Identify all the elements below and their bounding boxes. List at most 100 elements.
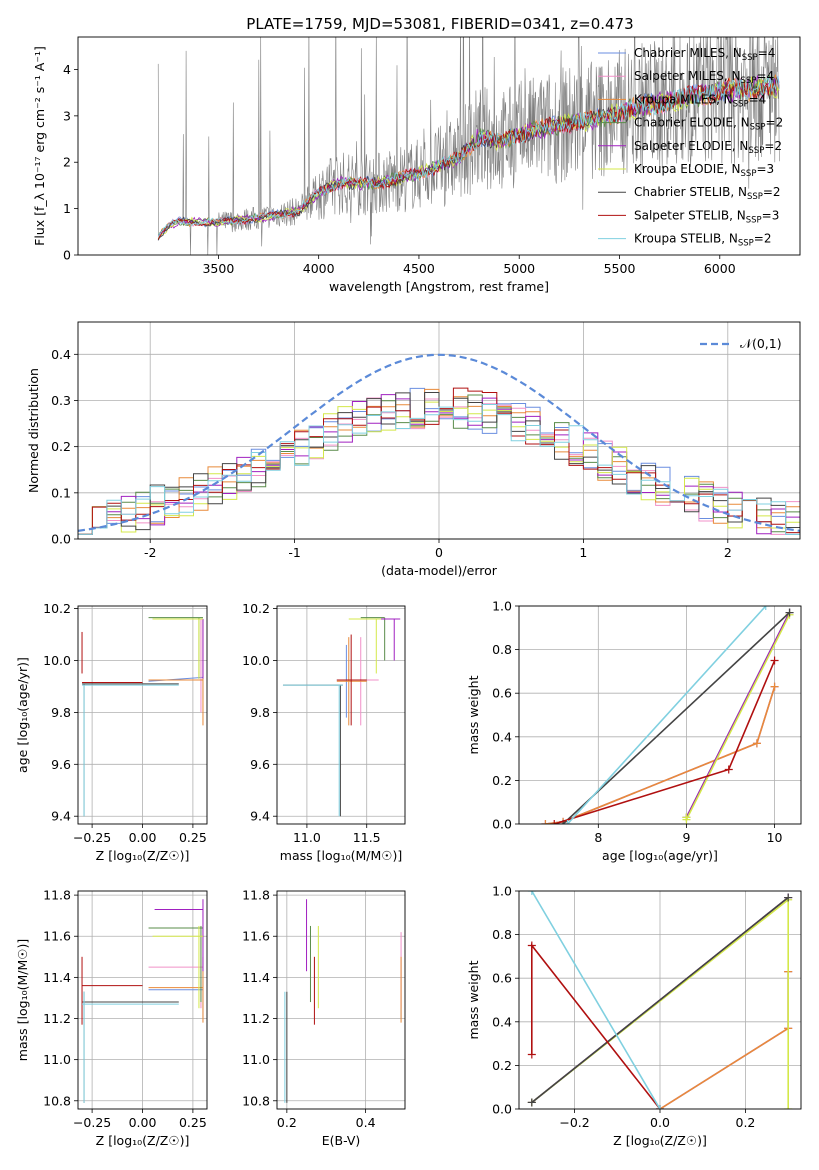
weight-point-marker <box>541 820 550 824</box>
x-tick-label: 1 <box>579 545 587 560</box>
x-tick-label: 2 <box>724 545 732 560</box>
weight-series-line <box>685 612 791 818</box>
spectrum-model-line <box>157 76 780 238</box>
x-tick-label: 4000 <box>303 261 335 276</box>
y-tick-label: 11.0 <box>242 1052 270 1067</box>
weight-point-marker <box>724 765 733 774</box>
x-tick-label: 0 <box>435 545 443 560</box>
y-tick-label: 1.0 <box>492 599 512 614</box>
axes-frame <box>276 890 406 1110</box>
weight-point-marker <box>527 941 536 950</box>
y-tick-label: 9.4 <box>250 809 270 824</box>
weight-series-line <box>545 686 776 824</box>
y-tick-label: 0.2 <box>492 1058 512 1073</box>
legend-label: 𝒩(0,1) <box>740 336 782 351</box>
weight-point-marker <box>770 682 779 691</box>
weight-series-line <box>545 686 776 824</box>
y-tick-label: 0.4 <box>492 729 512 744</box>
y-axis-label: Normed distribution <box>26 368 41 493</box>
y-tick-label: 0.8 <box>492 927 512 942</box>
y-tick-label: 10.8 <box>43 1093 71 1108</box>
x-tick-label: −0.25 <box>73 830 111 845</box>
x-tick-label: 4500 <box>403 261 435 276</box>
y-axis-label: mass weight <box>466 675 481 754</box>
axes-frame <box>518 890 802 1110</box>
y-tick-label: 3 <box>63 108 71 123</box>
y-tick-label: 1.0 <box>492 884 512 899</box>
x-axis-label: wavelength [Angstrom, rest frame] <box>329 279 549 294</box>
y-tick-label: 0.0 <box>492 817 512 832</box>
weight-point-marker <box>784 1105 793 1109</box>
x-tick-label: 0.00 <box>129 1115 157 1130</box>
panel-weight_vs_age: 8 9 10 0.0 0.2 0.4 0.6 0.8 1.0 age [log₁₀(age/yr)… <box>466 599 802 863</box>
axes-frame <box>77 36 801 256</box>
axes-frame <box>518 605 802 825</box>
y-tick-label: 10.2 <box>242 601 270 616</box>
y-tick-label: 0.2 <box>51 439 71 454</box>
plot-area <box>81 617 204 817</box>
y-tick-label: 10.0 <box>43 653 71 668</box>
x-tick-label: 11.0 <box>293 830 321 845</box>
spectrum-model-line <box>157 75 780 237</box>
y-tick-label: 9.4 <box>51 809 71 824</box>
x-tick-label: 8 <box>594 830 602 845</box>
weight-series-line <box>659 971 789 1109</box>
weight-series-line <box>562 611 791 824</box>
histogram-line <box>78 404 800 535</box>
panel-mass_vs_ebv: 0.2 0.4 10.8 11.0 11.2 11.4 11.6 11.8 E(B-V) <box>242 888 406 1148</box>
y-tick-label: 0.2 <box>492 773 512 788</box>
legend-label: Salpeter MILES, NSSP=4 <box>634 69 774 86</box>
legend-label: Chabrier MILES, NSSP=4 <box>634 46 775 63</box>
x-tick-label: 9 <box>682 830 690 845</box>
plot-area <box>81 899 204 1103</box>
spectrum-data-line <box>157 37 780 255</box>
x-tick-label: 5500 <box>604 261 636 276</box>
weight-series-line <box>685 614 791 820</box>
x-tick-label: 0.2 <box>736 1115 756 1130</box>
x-tick-label: −0.2 <box>559 1115 589 1130</box>
x-tick-label: −0.25 <box>73 1115 111 1130</box>
axes-frame <box>77 890 208 1110</box>
y-tick-label: 0.0 <box>492 1102 512 1117</box>
plot-area <box>527 891 793 1109</box>
y-tick-label: 11.4 <box>242 970 270 985</box>
y-tick-label: 11.4 <box>43 970 71 985</box>
panel-weight_vs_z: −0.2 0.0 0.2 0.0 0.2 0.4 0.6 0.8 1.0 Z [log₁₀(Z/Z… <box>466 884 802 1148</box>
weight-point-marker <box>761 606 770 610</box>
y-axis-label: age [log₁₀(age/yr)] <box>15 657 30 773</box>
y-axis-label: mass [log₁₀(M/M☉)] <box>15 939 30 1061</box>
weight-series-line <box>531 943 661 1109</box>
y-tick-label: 0.1 <box>51 485 71 500</box>
plot-area <box>284 899 402 1103</box>
weight-series-line <box>531 891 661 1109</box>
weight-point-marker <box>656 1105 664 1109</box>
errorbar-horizontal <box>148 676 204 682</box>
weight-point-marker <box>527 1098 536 1107</box>
y-tick-label: 11.8 <box>43 888 71 903</box>
panel-residuals: -2 -1 0 1 2 0.0 0.1 0.2 0.3 0.4 (data-model)/error… <box>26 321 801 578</box>
y-tick-label: 0 <box>63 248 71 263</box>
plot-area <box>282 617 401 817</box>
x-axis-label: (data-model)/error <box>381 563 498 578</box>
panel-mass_vs_z: −0.25 0.00 0.25 10.8 11.0 11.2 11.4 11.6 11.8 Z [… <box>15 888 208 1148</box>
weight-point-marker <box>682 815 691 824</box>
panel-age_vs_mass: 11.0 11.5 9.4 9.6 9.8 10.0 10.2 mass [log₁₀(M/M… <box>242 601 406 863</box>
y-tick-label: 10.8 <box>242 1093 270 1108</box>
weight-point-marker <box>770 656 779 665</box>
y-axis-label: Flux [f_λ 10⁻¹⁷ erg cm⁻² s⁻¹ A⁻¹] <box>32 46 47 246</box>
x-axis-label: Z [log₁₀(Z/Z☉)] <box>96 848 190 863</box>
y-tick-label: 0.0 <box>51 532 71 547</box>
y-axis-label: mass weight <box>466 960 481 1039</box>
y-tick-label: 11.2 <box>242 1011 270 1026</box>
plot-area <box>78 353 800 535</box>
y-tick-label: 10.2 <box>43 601 71 616</box>
weight-series-line <box>545 686 776 824</box>
normal-reference-curve <box>78 353 800 532</box>
axes-frame <box>77 605 208 825</box>
legend-label: Kroupa ELODIE, NSSP=3 <box>634 162 774 179</box>
x-tick-label: 5000 <box>503 261 535 276</box>
y-tick-label: 0.8 <box>492 642 512 657</box>
legend-label: Kroupa STELIB, NSSP=2 <box>634 232 772 249</box>
weight-point-marker <box>527 891 536 895</box>
